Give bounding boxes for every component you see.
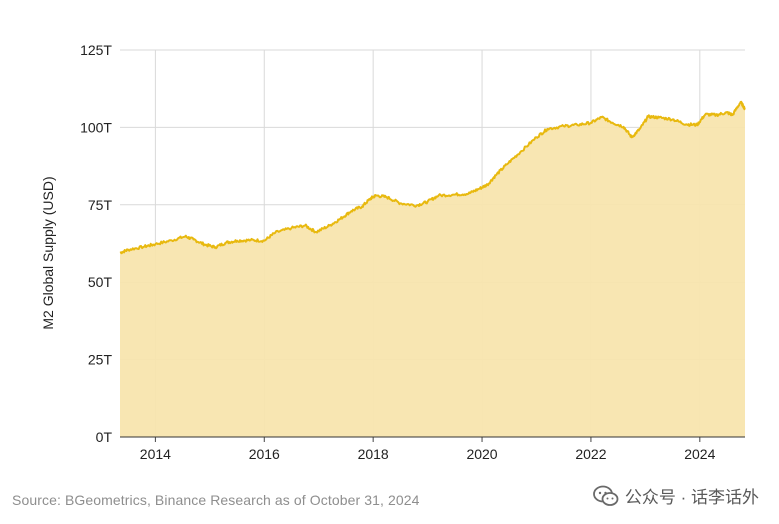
plot-area: [119, 100, 746, 438]
y-tick-label: 0T: [96, 429, 113, 445]
chart-svg: 0T 25T 50T 75T 100T 125T 2014 2016 2018 2020 2022 2…: [40, 42, 746, 462]
y-tick-label: 125T: [80, 42, 112, 58]
watermark-text: 公众号 · 话李话外: [624, 488, 759, 507]
axes: 0T 25T 50T 75T 100T 125T 2014 2016 2018 2020 2022 2…: [80, 42, 745, 462]
source-note: Source: BGeometrics, Binance Research as…: [12, 492, 420, 508]
x-tick-label: 2022: [575, 446, 606, 462]
series-area: [120, 101, 745, 438]
x-tick-label: 2014: [140, 446, 171, 462]
x-tick-label: 2024: [684, 446, 715, 462]
series-line: [119, 100, 746, 255]
x-tick-label: 2016: [249, 446, 280, 462]
y-axis-label: M2 Global Supply (USD): [40, 176, 56, 329]
x-tick-label: 2020: [466, 446, 497, 462]
y-tick-label: 25T: [88, 352, 113, 368]
wechat-icon: [592, 485, 619, 506]
y-tick-label: 50T: [88, 274, 113, 290]
x-tick-label: 2018: [358, 446, 389, 462]
y-tick-label: 75T: [88, 197, 113, 213]
y-tick-label: 100T: [80, 119, 112, 135]
watermark: 公众号 · 话李话外: [592, 483, 759, 508]
